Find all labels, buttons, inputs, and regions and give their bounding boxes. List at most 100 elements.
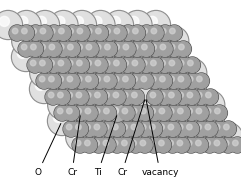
Circle shape (229, 137, 241, 153)
Circle shape (100, 138, 115, 152)
Circle shape (55, 58, 70, 72)
Circle shape (111, 42, 126, 56)
Circle shape (129, 41, 145, 57)
Circle shape (68, 44, 95, 70)
Circle shape (65, 25, 81, 41)
Circle shape (46, 25, 62, 41)
Circle shape (91, 96, 101, 106)
Circle shape (31, 60, 58, 86)
Circle shape (102, 26, 117, 40)
Circle shape (65, 58, 80, 72)
Circle shape (142, 76, 168, 102)
Circle shape (64, 41, 80, 57)
Circle shape (38, 26, 52, 40)
Circle shape (105, 76, 131, 102)
Circle shape (72, 80, 82, 91)
Circle shape (92, 90, 107, 104)
Circle shape (82, 122, 97, 136)
Circle shape (48, 42, 78, 71)
Circle shape (101, 57, 117, 73)
Circle shape (164, 112, 174, 122)
Circle shape (54, 105, 70, 121)
Circle shape (95, 44, 101, 50)
Circle shape (86, 28, 92, 34)
Circle shape (141, 27, 170, 56)
Circle shape (211, 137, 227, 153)
Circle shape (40, 60, 45, 66)
Circle shape (139, 25, 155, 41)
Circle shape (87, 60, 113, 86)
Circle shape (104, 60, 110, 66)
Circle shape (178, 59, 207, 88)
Circle shape (67, 108, 94, 134)
Circle shape (146, 128, 156, 138)
Circle shape (128, 32, 139, 42)
Circle shape (201, 96, 212, 106)
Circle shape (147, 73, 163, 89)
Circle shape (86, 42, 114, 71)
Circle shape (72, 128, 82, 138)
Circle shape (114, 60, 119, 66)
Circle shape (37, 58, 52, 72)
Circle shape (83, 58, 98, 72)
Circle shape (177, 107, 206, 136)
Circle shape (65, 74, 79, 88)
Circle shape (178, 74, 207, 103)
Circle shape (127, 112, 137, 122)
Circle shape (30, 59, 59, 88)
Circle shape (32, 12, 58, 38)
Circle shape (49, 76, 76, 102)
Circle shape (64, 90, 79, 104)
Circle shape (193, 73, 209, 89)
Circle shape (140, 140, 146, 146)
Circle shape (50, 28, 77, 54)
Circle shape (67, 108, 72, 114)
Circle shape (178, 76, 184, 82)
Circle shape (161, 28, 187, 54)
Circle shape (156, 106, 171, 120)
Circle shape (110, 122, 125, 136)
Circle shape (111, 90, 125, 104)
Circle shape (147, 64, 157, 74)
Circle shape (110, 138, 125, 152)
Circle shape (104, 124, 131, 150)
Circle shape (151, 60, 156, 66)
Circle shape (66, 122, 95, 151)
Circle shape (123, 92, 150, 118)
Circle shape (175, 57, 191, 73)
Circle shape (123, 27, 152, 56)
Circle shape (82, 73, 98, 89)
Circle shape (147, 48, 157, 59)
Circle shape (141, 10, 170, 39)
Circle shape (148, 58, 163, 72)
Circle shape (141, 92, 168, 118)
Circle shape (85, 140, 90, 146)
Circle shape (129, 58, 144, 72)
Circle shape (146, 121, 162, 137)
Circle shape (122, 91, 151, 119)
Text: Ti: Ti (94, 116, 117, 177)
Circle shape (65, 42, 80, 56)
Text: vacancy: vacancy (141, 100, 179, 177)
Circle shape (147, 138, 161, 152)
Circle shape (148, 25, 164, 41)
Circle shape (73, 106, 88, 120)
Circle shape (187, 92, 193, 98)
Circle shape (129, 73, 145, 89)
Circle shape (92, 57, 108, 73)
Circle shape (156, 121, 172, 137)
Circle shape (137, 121, 153, 137)
Circle shape (124, 28, 151, 54)
Circle shape (93, 26, 108, 40)
Circle shape (212, 138, 226, 152)
Circle shape (175, 122, 189, 136)
Circle shape (170, 28, 175, 34)
Circle shape (184, 106, 199, 120)
Circle shape (122, 124, 127, 130)
Circle shape (179, 76, 205, 102)
Circle shape (165, 80, 175, 91)
Circle shape (36, 73, 52, 89)
Circle shape (185, 90, 199, 104)
Circle shape (48, 59, 77, 88)
Circle shape (140, 122, 169, 151)
